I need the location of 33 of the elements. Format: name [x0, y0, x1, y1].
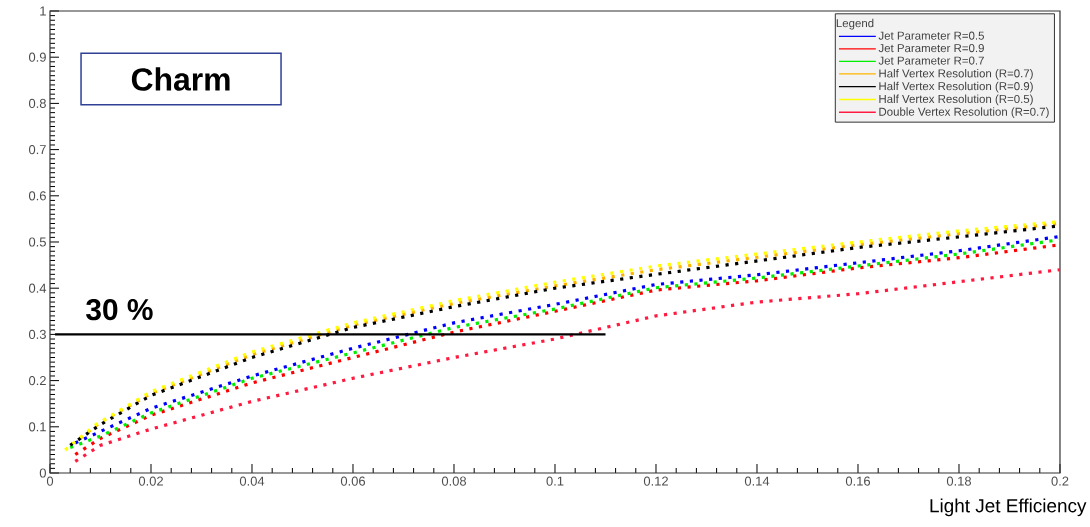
y-tick-label: 0.7 — [28, 145, 46, 155]
annotation: 30 % — [86, 298, 153, 321]
legend-label: Jet Parameter R=0.5 — [878, 31, 984, 40]
x-tick-label: 0.12 — [643, 476, 668, 486]
y-tick-label: 0.8 — [28, 98, 46, 108]
x-tick-label: 0.02 — [138, 476, 163, 486]
annotation: Charm — [131, 67, 230, 91]
x-tick-label: 0.18 — [946, 476, 972, 486]
y-tick-label: 0.5 — [28, 237, 46, 247]
x-tick-label: 0 — [46, 476, 54, 486]
y-tick-label: 0.2 — [28, 376, 46, 386]
y-tick-label: 1 — [40, 6, 46, 16]
y-tick-label: 0 — [39, 468, 46, 478]
x-axis-title: Light Jet Efficiency — [930, 498, 1087, 517]
legend-title: Legend — [836, 18, 874, 30]
legend-label: Jet Parameter R=0.7 — [878, 56, 984, 65]
legend-label: Half Vertex Resolution (R=0.9) — [879, 81, 1033, 93]
legend-label: Half Vertex Resolution (R=0.5) — [879, 94, 1033, 106]
y-tick-label: 0.3 — [28, 329, 46, 339]
x-tick-label: 0.14 — [744, 476, 770, 486]
x-tick-label: 0.1 — [546, 476, 564, 486]
legend-label: Half Vertex Resolution (R=0.7) — [879, 69, 1033, 80]
x-tick-label: 0.08 — [441, 476, 467, 486]
legend-label: Jet Parameter R=0.9 — [878, 44, 984, 53]
x-tick-label: 0.2 — [1051, 476, 1069, 486]
y-tick-label: 0.9 — [28, 52, 46, 62]
y-tick-label: 0.4 — [28, 283, 47, 293]
legend-label: Double Vertex Resolution (R=0.7) — [879, 107, 1049, 119]
x-tick-label: 0.16 — [845, 476, 871, 486]
y-tick-label: 0.1 — [28, 422, 46, 432]
x-tick-label: 0.06 — [340, 476, 366, 486]
x-tick-label: 0.04 — [239, 476, 265, 486]
y-tick-label: 0.6 — [28, 191, 46, 201]
